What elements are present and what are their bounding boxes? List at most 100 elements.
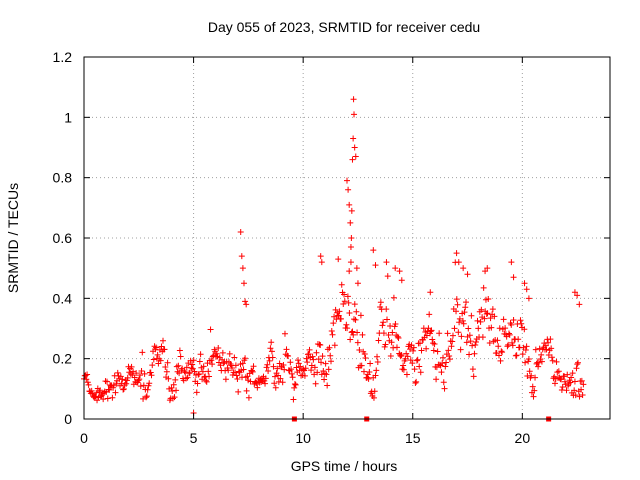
data-point (489, 306, 496, 313)
data-point (428, 327, 435, 334)
data-point (351, 144, 358, 151)
data-point (148, 372, 155, 379)
data-point (113, 380, 120, 387)
data-point (344, 293, 351, 300)
data-point (504, 343, 511, 350)
data-point (196, 371, 203, 378)
data-point (466, 351, 473, 358)
data-point (398, 351, 405, 358)
data-point (414, 356, 421, 363)
data-point (455, 259, 462, 266)
data-point (377, 299, 384, 306)
data-point (219, 349, 226, 356)
data-point (229, 364, 236, 371)
x-tick-label: 0 (80, 430, 88, 446)
data-point (578, 377, 585, 384)
data-point (147, 369, 154, 376)
data-point (456, 319, 463, 326)
data-point (410, 344, 417, 351)
data-point (354, 329, 361, 336)
data-point (328, 358, 335, 365)
data-point (346, 309, 353, 316)
axis-ticks (83, 56, 610, 420)
data-point (481, 315, 488, 322)
data-point (242, 298, 249, 305)
data-point (269, 354, 276, 361)
data-point (193, 389, 200, 396)
data-point (150, 356, 157, 363)
data-point (313, 349, 320, 356)
data-point (140, 395, 147, 402)
data-point (119, 376, 126, 383)
data-point (172, 376, 179, 383)
data-point (345, 186, 352, 193)
data-point (548, 354, 555, 361)
y-tick-label: 1 (64, 109, 72, 125)
data-point (397, 353, 404, 360)
data-point (325, 366, 332, 373)
data-point (175, 362, 182, 369)
x-tick-labels: 0 5 10 15 20 (80, 430, 530, 446)
data-point (384, 273, 391, 280)
data-point (337, 315, 344, 322)
data-point (434, 348, 441, 355)
data-point (283, 346, 290, 353)
x-tick-label: 5 (190, 430, 198, 446)
data-point (536, 345, 543, 352)
data-point (569, 370, 576, 377)
data-point (197, 351, 204, 358)
data-point (372, 372, 379, 379)
data-point (178, 367, 185, 374)
data-point (480, 284, 487, 291)
data-point (350, 331, 357, 338)
data-point (484, 265, 491, 272)
data-point (149, 362, 156, 369)
data-point (143, 394, 150, 401)
data-point (351, 301, 358, 308)
data-point (112, 389, 119, 396)
data-point (477, 318, 484, 325)
data-point (388, 339, 395, 346)
data-point (163, 368, 170, 375)
data-point (249, 368, 256, 375)
data-point (312, 380, 319, 387)
data-point (164, 359, 171, 366)
data-point (225, 367, 232, 374)
data-point (97, 387, 104, 394)
data-point (250, 363, 257, 370)
data-point (532, 374, 539, 381)
data-point (232, 362, 239, 369)
data-points (81, 96, 587, 416)
data-point (460, 320, 467, 327)
data-point (433, 376, 440, 383)
data-point (336, 308, 343, 315)
data-point (513, 352, 520, 359)
data-point (293, 364, 300, 371)
data-point (573, 365, 580, 372)
data-point (561, 373, 568, 380)
data-point (491, 313, 498, 320)
data-point (139, 349, 146, 356)
data-point (309, 353, 316, 360)
data-point (572, 392, 579, 399)
data-point (263, 364, 270, 371)
data-point (310, 356, 317, 363)
data-point (444, 330, 451, 337)
data-point (335, 256, 342, 263)
data-point (160, 337, 167, 344)
data-point (243, 301, 250, 308)
data-point (302, 365, 309, 372)
data-point (394, 333, 401, 340)
data-point (85, 381, 92, 388)
data-point (400, 362, 407, 369)
data-point (268, 339, 275, 346)
data-point (453, 296, 460, 303)
data-point (465, 325, 472, 332)
data-point (407, 346, 414, 353)
data-point (318, 259, 325, 266)
data-point (281, 330, 288, 337)
data-point (485, 296, 492, 303)
data-point (427, 289, 434, 296)
data-point (574, 292, 581, 299)
data-point (403, 371, 410, 378)
